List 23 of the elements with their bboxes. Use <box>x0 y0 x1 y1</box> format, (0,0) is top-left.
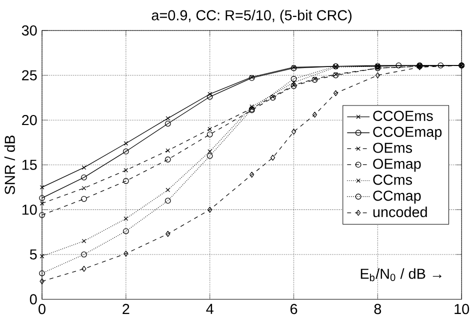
y-tick-label: 0 <box>30 294 37 305</box>
y-tick-label: 15 <box>22 160 37 170</box>
legend-label: CCOEms <box>373 111 433 122</box>
y-tick-label: 25 <box>22 70 37 81</box>
x-tick-label: 10 <box>454 304 470 314</box>
x-tick-label: 6 <box>290 304 298 314</box>
y-tick-label: 10 <box>22 204 37 216</box>
chart-title: a=0.9, CC: R=5/10, (5-bit CRC) <box>152 10 352 24</box>
legend-label: CCmap <box>373 190 421 204</box>
y-tick-label: 30 <box>22 26 37 36</box>
y-tick-label: 20 <box>22 115 37 126</box>
legend-label: uncoded <box>373 206 427 218</box>
x-tick-label: 2 <box>122 304 130 314</box>
legend-label: CCms <box>373 174 412 186</box>
y-tick-label: 5 <box>30 250 37 260</box>
legend-label: OEms <box>373 142 412 154</box>
x-tick-label: 4 <box>206 304 214 314</box>
x-axis-title: E$_{b}$/N$_{0}$ / dB → <box>360 268 442 282</box>
x-tick-label: 0 <box>38 304 46 314</box>
legend-label: OEmap <box>373 158 421 172</box>
x-tick-label: 8 <box>374 304 382 314</box>
y-axis-title: SNR / dB <box>4 136 15 195</box>
legend-label: CCOEmap <box>373 126 442 140</box>
